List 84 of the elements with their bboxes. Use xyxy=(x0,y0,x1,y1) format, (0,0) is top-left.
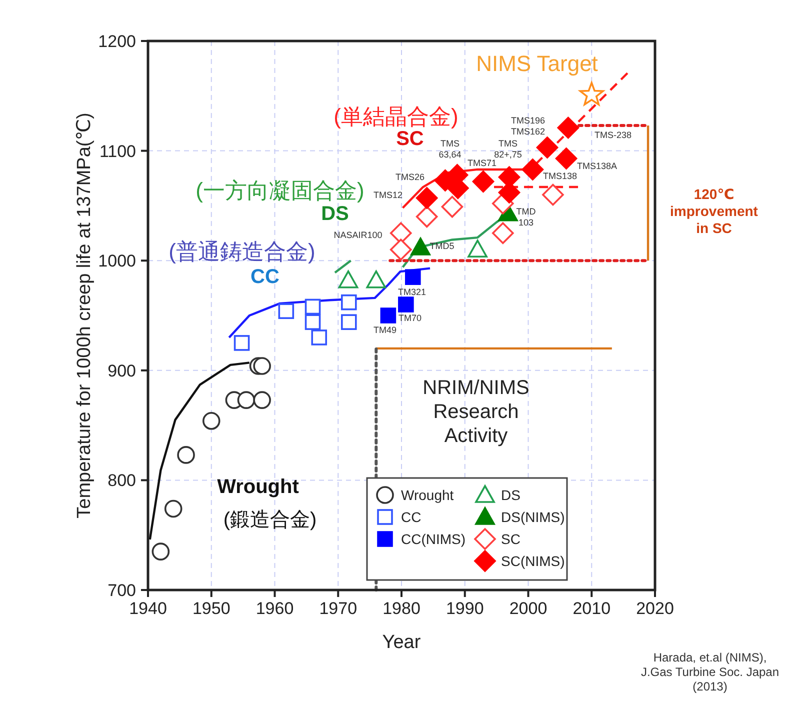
y-tick-label: 1000 xyxy=(98,252,136,271)
point xyxy=(472,170,494,192)
annotation: TMS196 TMS162 xyxy=(510,116,546,137)
annotation: TMS12 xyxy=(373,190,403,200)
annotation: TM321 xyxy=(398,287,426,298)
annotation: TMS26 xyxy=(395,172,425,182)
x-tick-label: 2020 xyxy=(636,599,674,618)
annotation: TMS 63,64 xyxy=(438,138,462,160)
annotation: TMD5 xyxy=(430,241,454,252)
legend-label: DS(NIMS) xyxy=(501,508,565,525)
annotation: NIMS Target xyxy=(476,50,598,76)
point xyxy=(555,148,578,170)
legend-label: SC(NIMS) xyxy=(501,552,565,569)
point xyxy=(398,296,414,312)
annotation: (一方向凝固合金) xyxy=(196,178,364,203)
point xyxy=(492,222,514,244)
legend-label: SC xyxy=(501,530,520,547)
point xyxy=(416,187,438,209)
y-tick-label: 900 xyxy=(108,361,136,380)
annotation: TMD 103 xyxy=(516,206,536,228)
point xyxy=(152,542,170,560)
point xyxy=(278,303,294,320)
point xyxy=(441,196,464,218)
point xyxy=(416,206,438,228)
point xyxy=(304,314,321,330)
legend-label: CC(NIMS) xyxy=(401,530,466,547)
line-series xyxy=(228,267,432,339)
x-tick-label: 1950 xyxy=(192,599,230,618)
x-tick-label: 1940 xyxy=(129,599,167,618)
point xyxy=(338,270,358,288)
x-axis-title: Year xyxy=(382,632,422,653)
x-tick-label: 1970 xyxy=(319,599,358,618)
y-tick-label: 1200 xyxy=(98,32,136,51)
point xyxy=(253,357,271,375)
x-tick-label: 1980 xyxy=(382,599,420,618)
point xyxy=(410,238,430,256)
y-tick-label: 700 xyxy=(108,581,136,600)
annotation: TMS-238 xyxy=(594,130,632,140)
point xyxy=(380,308,396,324)
x-tick-label: 2010 xyxy=(572,599,611,618)
point xyxy=(253,391,271,409)
annotation: NRIM/NIMS Research Activity xyxy=(422,377,530,448)
annotation: (単結晶合金) xyxy=(334,104,458,129)
point xyxy=(390,238,412,261)
point xyxy=(542,184,564,206)
legend-label: Wrought xyxy=(401,486,454,503)
point xyxy=(237,391,256,409)
y-tick-label: 1100 xyxy=(99,142,136,161)
point xyxy=(557,116,580,139)
x-tick-label: 1960 xyxy=(256,599,294,618)
annotation: NASAIR100 xyxy=(334,230,382,240)
y-axis-title: Temperature for 1000h creep life at 137MPa(℃) xyxy=(74,112,95,518)
point xyxy=(522,158,544,180)
text: 120℃ improvement in SC xyxy=(670,186,758,236)
annotation: (鍛造合金) xyxy=(223,509,317,532)
point xyxy=(164,500,182,518)
annotation: DS xyxy=(321,203,349,226)
point xyxy=(366,270,386,288)
point xyxy=(177,446,195,464)
annotation: TMS 82+,75 xyxy=(494,138,522,160)
point xyxy=(341,314,357,330)
annotation: Wrought xyxy=(217,476,300,498)
point xyxy=(468,240,488,258)
point xyxy=(202,412,220,430)
text: Harada, et.al (NIMS), J.Gas Turbine Soc. Japan (2013) xyxy=(640,650,780,694)
annotation: TM49 xyxy=(373,325,397,336)
annotation: TMS138A xyxy=(576,161,618,172)
point xyxy=(341,294,357,310)
x-tick-label: 2000 xyxy=(509,599,548,618)
legend-label: DS xyxy=(501,486,520,503)
point xyxy=(405,269,421,285)
annotation: TMS71 xyxy=(467,158,497,168)
point xyxy=(311,330,328,346)
annotation: CC xyxy=(250,266,280,288)
x-tick-label: 1990 xyxy=(446,599,484,618)
point xyxy=(304,298,321,315)
annotation: (普通鋳造合金) xyxy=(168,238,316,264)
annotation: SC xyxy=(396,128,424,150)
annotation: TMS138 xyxy=(542,171,578,182)
legend-label: CC xyxy=(401,508,422,525)
point xyxy=(234,335,250,351)
point xyxy=(536,136,558,158)
y-tick-label: 800 xyxy=(108,471,136,490)
annotation: TM70 xyxy=(398,313,422,324)
